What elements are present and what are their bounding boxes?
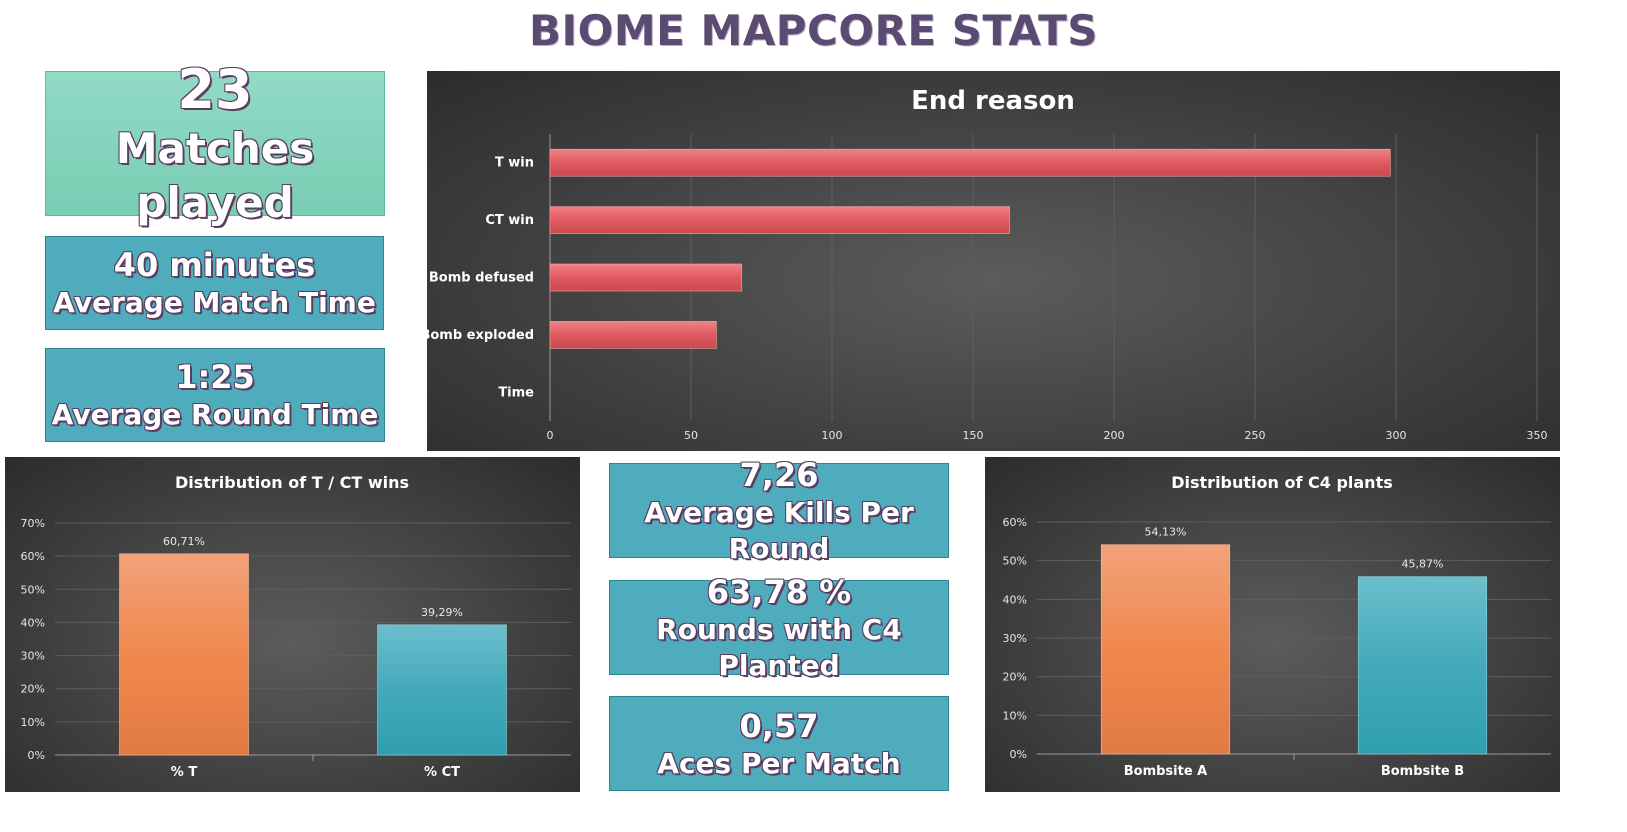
tct-tick-label: 40% (21, 616, 45, 629)
average-round-time-label: Average Round Time (51, 398, 379, 431)
end-reason-tick-label: 250 (1245, 429, 1266, 442)
end-reason-category-label: Bomb exploded (427, 328, 534, 343)
end-reason-title: End reason (911, 86, 1075, 116)
c4-tick-label: 40% (1003, 593, 1027, 606)
average-match-time-card: 40 minutes Average Match Time (45, 236, 384, 330)
tct-wins-svg: Distribution of T / CT wins 0% 10% 20% 30% 4… (21, 473, 571, 780)
c4-tick-label: 30% (1003, 632, 1027, 645)
average-kills-value: 7,26 (739, 455, 819, 494)
c4-tick-label: 60% (1003, 516, 1027, 529)
c4-rounds-card: 63,78 % Rounds with C4 Planted (609, 573, 949, 682)
end-reason-tick-label: 50 (684, 429, 698, 442)
tct-bar (119, 553, 249, 756)
tct-tick-label: 20% (21, 683, 45, 696)
average-match-time-label: Average Match Time (53, 286, 376, 319)
end-reason-category-label: Time (498, 385, 534, 400)
end-reason-bar (549, 148, 1391, 177)
tct-bar (377, 624, 507, 756)
c4-plants-title: Distribution of C4 plants (1171, 473, 1393, 492)
tct-tick-label: 70% (21, 517, 45, 530)
matches-played-card: 23 Matches played (45, 58, 385, 227)
c4-plants-svg: Distribution of C4 plants 0% 10% 20% 30% 40%… (1003, 473, 1551, 779)
c4-plants-chart: Distribution of C4 plants 0% 10% 20% 30% 40%… (985, 457, 1560, 792)
end-reason-tick-label: 100 (822, 429, 843, 442)
end-reason-tick-label: 200 (1104, 429, 1125, 442)
average-round-time-card: 1:25 Average Round Time (45, 348, 385, 442)
average-round-time-value: 1:25 (175, 358, 255, 396)
tct-data-label: 60,71% (163, 535, 205, 548)
average-kills-card: 7,26 Average Kills Per Round (609, 456, 949, 565)
c4-data-label: 45,87% (1402, 558, 1444, 571)
end-reason-category-label: Bomb defused (429, 271, 534, 286)
tct-data-label: 39,29% (421, 606, 463, 619)
aces-per-match-label: Aces Per Match (657, 746, 901, 780)
c4-category-label: Bombsite A (1124, 764, 1208, 779)
c4-rounds-label: Rounds with C4 Planted (656, 612, 902, 682)
matches-played-label: Matches played (115, 123, 315, 227)
c4-tick-label: 0% (1010, 748, 1027, 761)
c4-tick-label: 20% (1003, 671, 1027, 684)
tct-tick-label: 50% (21, 583, 45, 596)
average-kills-label: Average Kills Per Round (644, 495, 914, 565)
end-reason-svg: End reason 0 50 100 150 200 250 300 350 T win CT… (427, 86, 1548, 442)
tct-tick-label: 0% (28, 749, 45, 762)
end-reason-bar (549, 206, 1010, 234)
end-reason-tick-label: 150 (963, 429, 984, 442)
c4-data-label: 54,13% (1145, 526, 1187, 539)
end-reason-category-label: CT win (485, 213, 534, 228)
tct-category-label: % T (171, 765, 198, 780)
aces-per-match-value: 0,57 (739, 706, 819, 745)
end-reason-bar (549, 263, 743, 292)
average-match-time-value: 40 minutes (113, 246, 316, 284)
c4-tick-label: 50% (1003, 555, 1027, 568)
tct-wins-chart: Distribution of T / CT wins 0% 10% 20% 30% 4… (5, 457, 580, 792)
tct-tick-label: 30% (21, 650, 45, 663)
c4-tick-label: 10% (1003, 709, 1027, 722)
c4-category-label: Bombsite B (1381, 764, 1464, 779)
c4-rounds-value: 63,78 % (706, 572, 852, 611)
page-title: BIOME MAPCORE STATS (529, 6, 1098, 55)
tct-category-label: % CT (424, 765, 460, 780)
c4-bar (1100, 544, 1231, 755)
end-reason-tick-label: 300 (1386, 429, 1407, 442)
tct-tick-label: 60% (21, 550, 45, 563)
end-reason-bar (549, 321, 717, 349)
end-reason-tick-label: 0 (547, 429, 554, 442)
tct-wins-title: Distribution of T / CT wins (175, 473, 409, 492)
end-reason-tick-label: 350 (1527, 429, 1548, 442)
c4-bar (1357, 576, 1488, 755)
aces-per-match-card: 0,57 Aces Per Match (609, 696, 949, 791)
end-reason-category-label: T win (495, 156, 534, 171)
end-reason-chart: End reason 0 50 100 150 200 250 300 350 T win CT… (427, 71, 1560, 451)
tct-tick-label: 10% (21, 716, 45, 729)
matches-played-value: 23 (177, 57, 253, 121)
